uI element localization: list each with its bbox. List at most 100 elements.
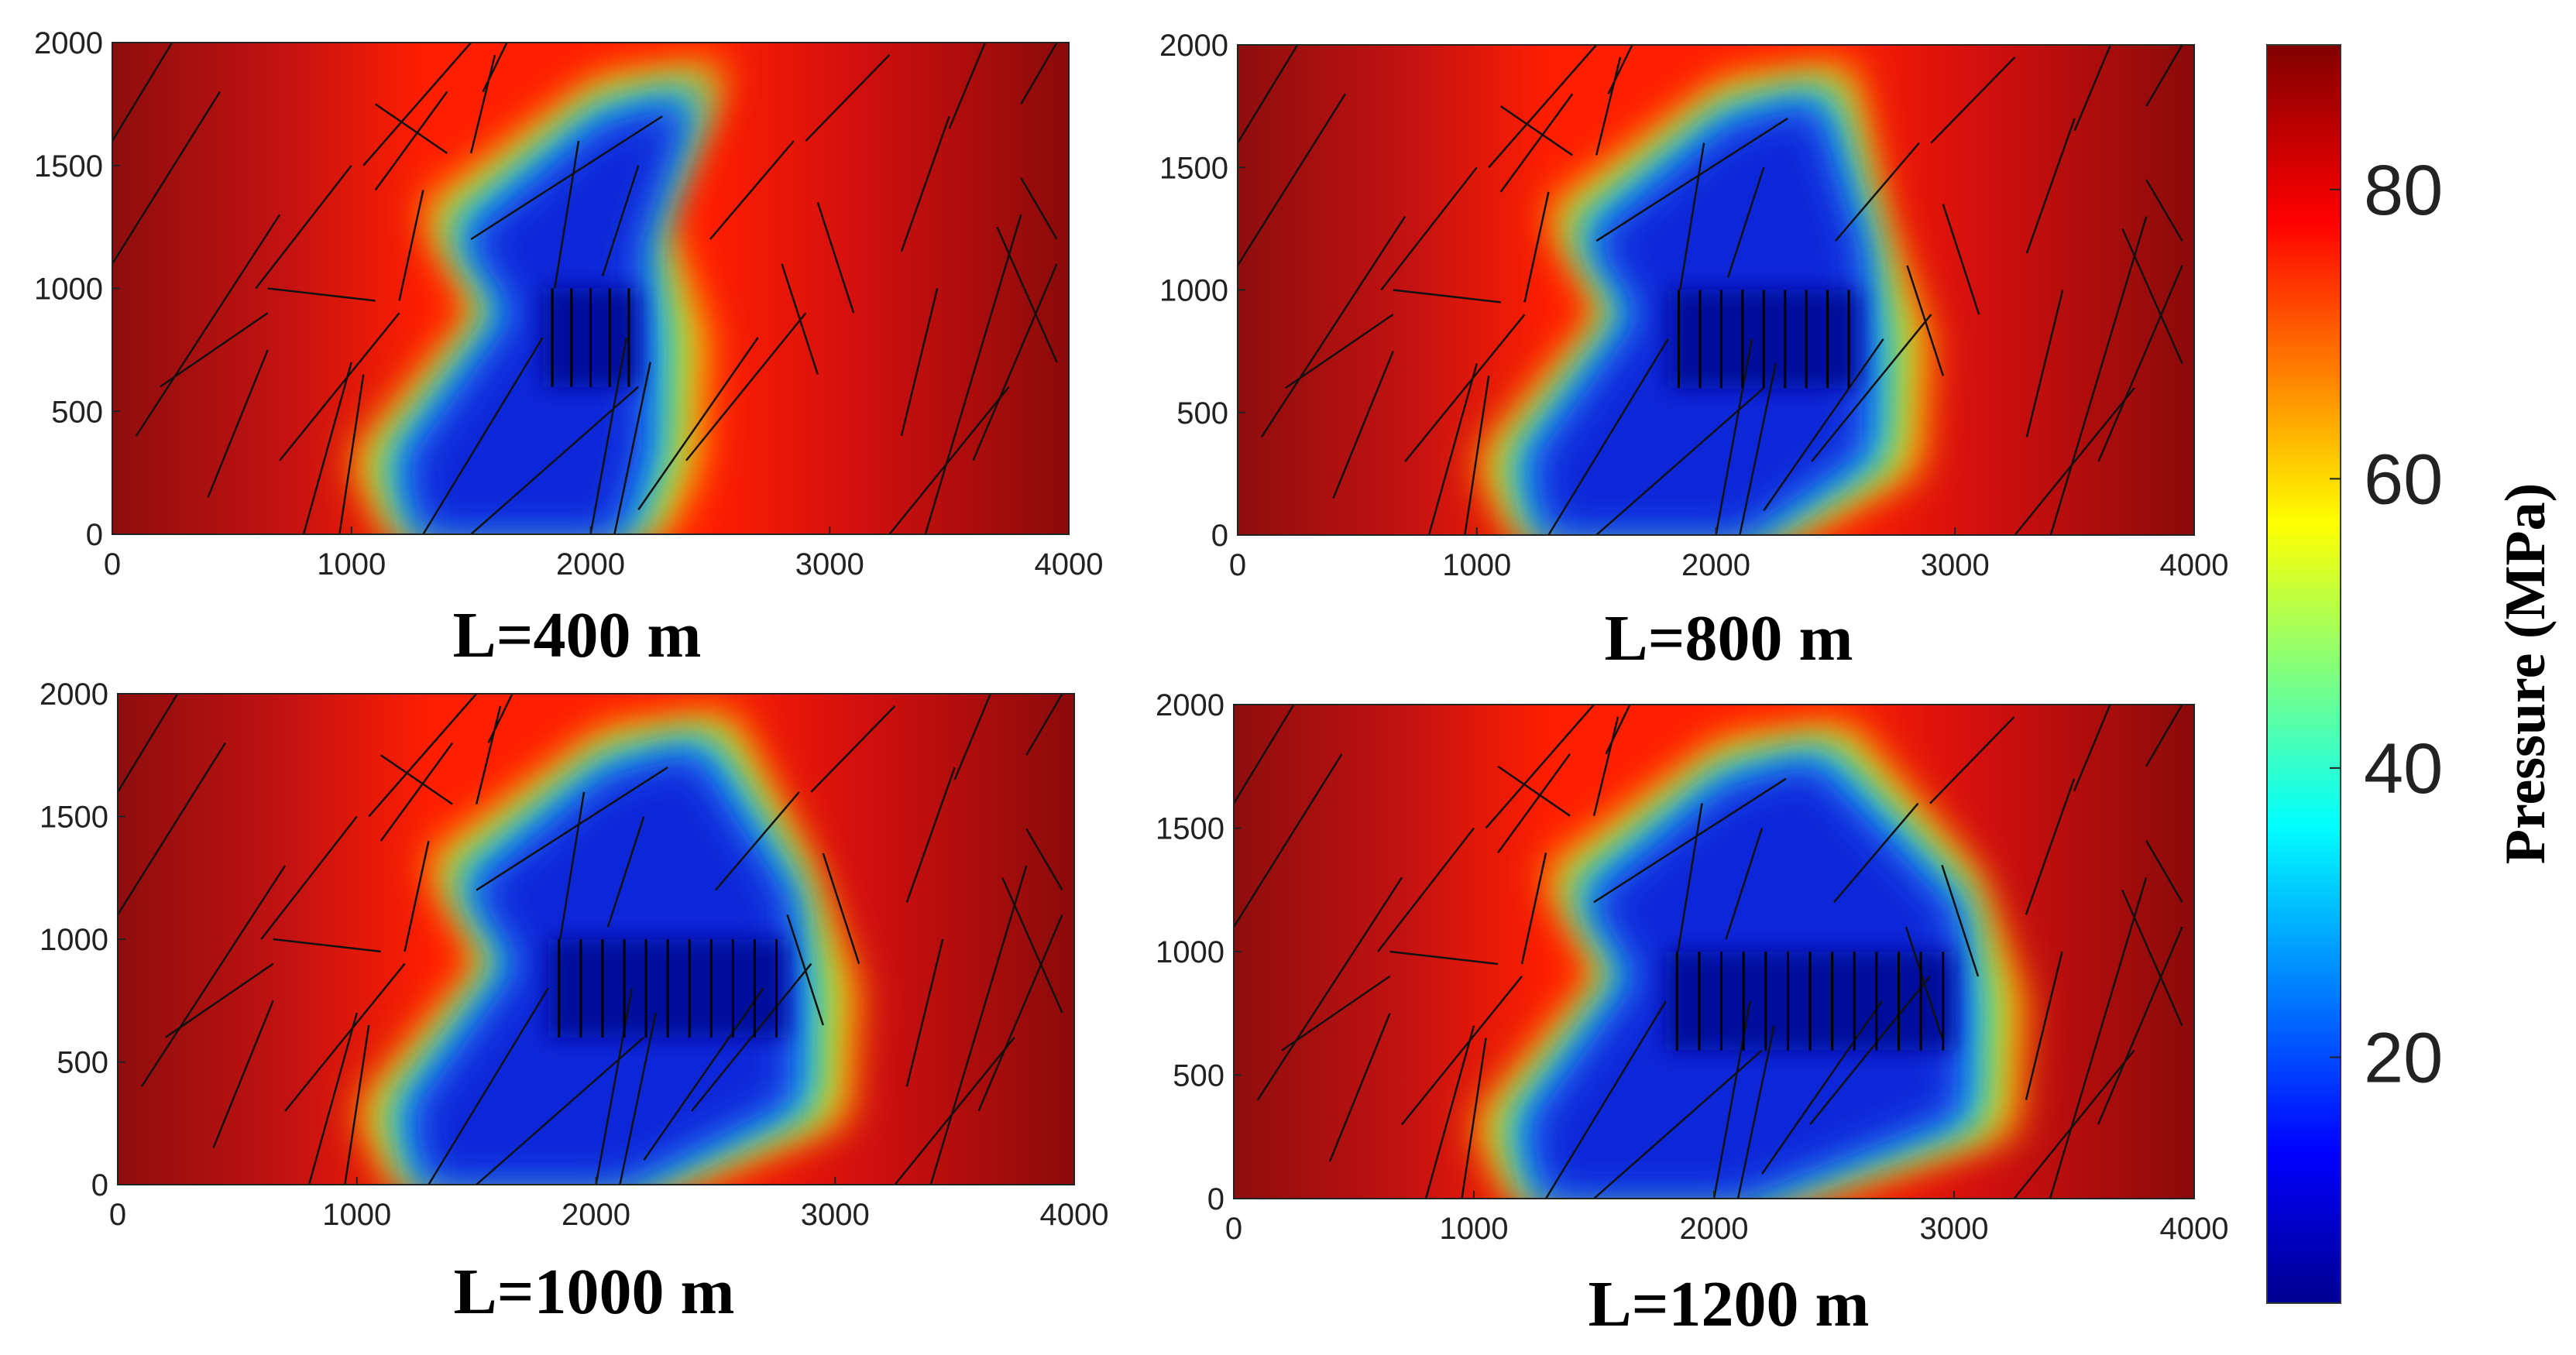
natural-fracture xyxy=(894,1037,1015,1185)
natural-fracture xyxy=(273,938,381,953)
natural-fracture xyxy=(1520,852,1547,965)
natural-fracture xyxy=(2145,45,2183,107)
y-tick-label: 0 xyxy=(1207,1182,1224,1216)
x-tick-label: 3000 xyxy=(1921,548,1990,582)
y-tick-label: 2000 xyxy=(39,678,108,712)
natural-fracture xyxy=(1942,204,1980,315)
natural-fracture xyxy=(267,287,376,302)
y-tick-label: 1000 xyxy=(39,923,108,957)
natural-fracture xyxy=(1929,716,2015,804)
natural-fracture xyxy=(1593,777,1787,904)
y-tick-label: 1000 xyxy=(1156,935,1224,969)
natural-fracture xyxy=(1547,338,1669,535)
natural-fracture xyxy=(637,337,759,510)
natural-fracture xyxy=(470,386,640,534)
natural-fracture xyxy=(2014,387,2135,535)
natural-fracture xyxy=(2097,265,2183,462)
y-tick-label: 500 xyxy=(51,395,103,429)
natural-fracture xyxy=(1234,705,1295,804)
y-tick-label: 0 xyxy=(91,1168,108,1202)
natural-fracture xyxy=(996,226,1058,363)
natural-fracture xyxy=(118,694,179,793)
natural-fracture xyxy=(1393,289,1501,304)
natural-fracture xyxy=(118,742,226,915)
natural-fracture xyxy=(1238,45,1299,144)
natural-fracture xyxy=(279,312,400,461)
natural-fracture xyxy=(1763,338,1884,512)
colorbar-gradient xyxy=(2266,44,2341,1304)
natural-fracture xyxy=(1499,93,1574,193)
natural-fracture xyxy=(924,214,1022,534)
natural-fracture xyxy=(475,705,502,804)
natural-fracture xyxy=(404,840,430,952)
natural-fracture xyxy=(1811,314,1932,462)
natural-fracture xyxy=(977,914,1063,1112)
natural-fracture xyxy=(165,962,274,1038)
colorbar-label: Pressure (MPa) xyxy=(2494,483,2557,865)
x-tick-label: 2000 xyxy=(1680,1212,1749,1246)
natural-fracture xyxy=(135,214,281,437)
natural-fracture xyxy=(1809,976,1931,1126)
pressure-panel-4: 0 1000 2000 3000 4000 0 500 1000 1500 2000 L=1200 … xyxy=(1156,688,2228,1340)
natural-fracture xyxy=(1499,105,1573,156)
natural-fracture xyxy=(1760,1000,1884,1175)
natural-fracture xyxy=(1715,338,1753,535)
panel-title: L=800 m xyxy=(1605,602,1853,674)
natural-fracture xyxy=(1930,56,2016,144)
natural-fracture xyxy=(1389,950,1499,966)
natural-fracture xyxy=(1906,265,1945,376)
natural-fracture xyxy=(1256,876,1403,1101)
y-tick-label: 0 xyxy=(1211,519,1228,553)
natural-fracture xyxy=(374,91,448,191)
natural-fracture xyxy=(948,43,987,129)
y-tick-label: 1000 xyxy=(34,273,103,307)
x-tick-label: 3000 xyxy=(801,1198,870,1232)
natural-fracture xyxy=(714,791,800,891)
x-tick-label: 1000 xyxy=(322,1198,391,1232)
natural-fracture xyxy=(1285,314,1394,389)
y-tick-label: 1500 xyxy=(1156,812,1224,846)
natural-fracture xyxy=(685,312,807,461)
natural-fracture xyxy=(2121,889,2183,1027)
natural-fracture xyxy=(469,54,496,154)
natural-fracture xyxy=(1496,753,1571,854)
natural-fracture xyxy=(1544,1000,1668,1199)
natural-fracture xyxy=(428,987,549,1185)
natural-fracture xyxy=(140,865,287,1087)
natural-fracture xyxy=(1238,93,1346,266)
y-tick-label: 1500 xyxy=(1159,151,1228,185)
natural-fracture xyxy=(1605,705,1631,755)
y-tick-label: 1500 xyxy=(34,149,103,184)
natural-fracture xyxy=(2073,45,2112,132)
natural-fracture xyxy=(1260,215,1406,438)
x-tick-label: 0 xyxy=(109,1198,126,1232)
natural-fracture xyxy=(1593,1049,1763,1199)
natural-fracture xyxy=(1377,827,1475,952)
natural-fracture xyxy=(2025,290,2064,437)
natural-fracture xyxy=(284,962,406,1112)
natural-fracture xyxy=(691,962,812,1112)
natural-fracture xyxy=(112,91,221,265)
natural-fracture xyxy=(589,337,628,534)
colorbar-tick-label: 20 xyxy=(2364,1018,2443,1097)
natural-fracture xyxy=(595,988,634,1185)
natural-fracture xyxy=(476,767,668,891)
x-tick-label: 4000 xyxy=(1035,547,1104,581)
natural-fracture xyxy=(816,201,855,314)
natural-fracture xyxy=(619,1012,657,1185)
natural-fracture xyxy=(905,938,944,1087)
natural-fracture xyxy=(1001,877,1063,1014)
natural-fracture xyxy=(2121,228,2183,364)
natural-fracture xyxy=(2025,778,2076,915)
natural-fracture xyxy=(344,1024,370,1185)
x-tick-label: 3000 xyxy=(1920,1212,1989,1246)
natural-fracture xyxy=(2145,839,2183,903)
x-tick-label: 1000 xyxy=(317,547,386,581)
natural-fracture xyxy=(260,815,358,940)
natural-fracture xyxy=(953,694,992,780)
natural-fracture xyxy=(476,1036,645,1185)
natural-fracture xyxy=(810,705,896,793)
natural-fracture xyxy=(2145,705,2183,767)
natural-fracture xyxy=(362,43,472,166)
natural-fracture xyxy=(1595,117,1788,242)
